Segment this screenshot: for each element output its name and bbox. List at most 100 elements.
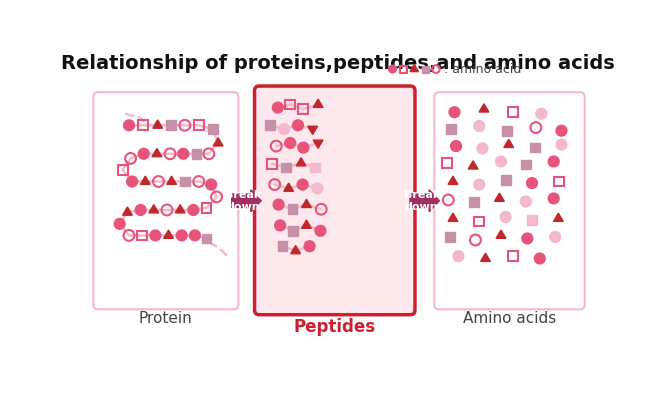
Bar <box>201 203 211 213</box>
Polygon shape <box>141 176 150 185</box>
Circle shape <box>292 120 304 131</box>
Circle shape <box>536 109 546 119</box>
Text: Break
down: Break down <box>404 190 440 211</box>
Bar <box>138 120 148 130</box>
Circle shape <box>453 251 464 262</box>
Circle shape <box>477 143 488 154</box>
Polygon shape <box>468 161 478 169</box>
Circle shape <box>279 124 290 135</box>
Polygon shape <box>164 230 174 238</box>
Polygon shape <box>410 65 418 72</box>
Circle shape <box>496 156 506 167</box>
Bar <box>137 230 147 240</box>
Circle shape <box>150 230 161 241</box>
Polygon shape <box>213 138 223 146</box>
Circle shape <box>284 137 296 148</box>
Bar <box>265 120 275 130</box>
Polygon shape <box>479 104 489 112</box>
Text: : amino acid: : amino acid <box>444 63 521 76</box>
Polygon shape <box>296 158 306 166</box>
Circle shape <box>273 199 284 210</box>
Circle shape <box>139 148 149 159</box>
Circle shape <box>123 120 135 131</box>
Polygon shape <box>448 213 458 221</box>
Polygon shape <box>302 199 312 208</box>
Bar <box>501 175 511 185</box>
FancyBboxPatch shape <box>434 92 585 309</box>
Bar <box>288 204 298 214</box>
Circle shape <box>114 219 125 229</box>
Polygon shape <box>308 126 317 135</box>
Circle shape <box>535 253 545 264</box>
Bar <box>310 163 320 173</box>
Bar <box>530 143 540 152</box>
Polygon shape <box>152 148 162 157</box>
Bar <box>298 104 308 114</box>
Circle shape <box>550 232 561 242</box>
Circle shape <box>474 179 484 190</box>
Polygon shape <box>494 193 504 201</box>
Bar <box>527 215 537 225</box>
Bar <box>194 120 204 130</box>
Polygon shape <box>496 230 506 238</box>
Polygon shape <box>291 246 300 254</box>
Circle shape <box>298 142 309 153</box>
Circle shape <box>178 148 189 159</box>
Circle shape <box>135 205 146 215</box>
Bar <box>475 217 484 227</box>
Bar <box>208 124 218 134</box>
Text: Protein: Protein <box>139 311 193 326</box>
Circle shape <box>304 241 315 251</box>
Circle shape <box>176 230 187 241</box>
Circle shape <box>188 205 199 215</box>
FancyBboxPatch shape <box>93 92 238 309</box>
Circle shape <box>527 178 537 188</box>
Circle shape <box>520 196 531 207</box>
Text: Peptides: Peptides <box>294 318 376 336</box>
Bar <box>281 163 291 173</box>
Text: Amino acids: Amino acids <box>463 311 556 326</box>
Polygon shape <box>410 190 440 212</box>
Circle shape <box>275 220 286 231</box>
Circle shape <box>556 139 567 150</box>
Polygon shape <box>284 183 294 191</box>
Polygon shape <box>314 140 323 148</box>
Circle shape <box>548 193 559 204</box>
Polygon shape <box>123 207 133 215</box>
Bar <box>400 66 407 72</box>
Circle shape <box>189 230 200 241</box>
Polygon shape <box>232 190 261 212</box>
Bar <box>201 234 211 243</box>
Circle shape <box>206 179 216 190</box>
Bar <box>508 251 517 261</box>
Text: Break
down: Break down <box>225 190 261 211</box>
Bar <box>267 159 277 169</box>
Circle shape <box>548 156 559 167</box>
Polygon shape <box>480 253 490 261</box>
Circle shape <box>522 233 533 244</box>
Bar <box>422 66 428 72</box>
Circle shape <box>127 176 137 187</box>
Polygon shape <box>176 205 185 213</box>
Polygon shape <box>153 120 162 128</box>
Polygon shape <box>314 99 323 107</box>
Circle shape <box>474 121 484 131</box>
Bar <box>180 177 189 187</box>
Polygon shape <box>302 220 312 228</box>
Bar <box>278 241 287 251</box>
FancyBboxPatch shape <box>255 86 415 315</box>
Circle shape <box>312 183 323 194</box>
Polygon shape <box>149 205 158 213</box>
Bar <box>166 120 176 130</box>
Bar <box>118 165 127 175</box>
Bar <box>446 124 455 134</box>
Bar <box>508 107 517 117</box>
Bar <box>285 100 295 109</box>
Circle shape <box>315 225 326 236</box>
Circle shape <box>273 102 283 113</box>
Circle shape <box>451 141 461 151</box>
Bar <box>288 226 298 236</box>
Polygon shape <box>554 213 563 221</box>
Text: Relationship of proteins,peptides,and amino acids: Relationship of proteins,peptides,and am… <box>61 54 615 73</box>
Bar <box>445 232 455 242</box>
